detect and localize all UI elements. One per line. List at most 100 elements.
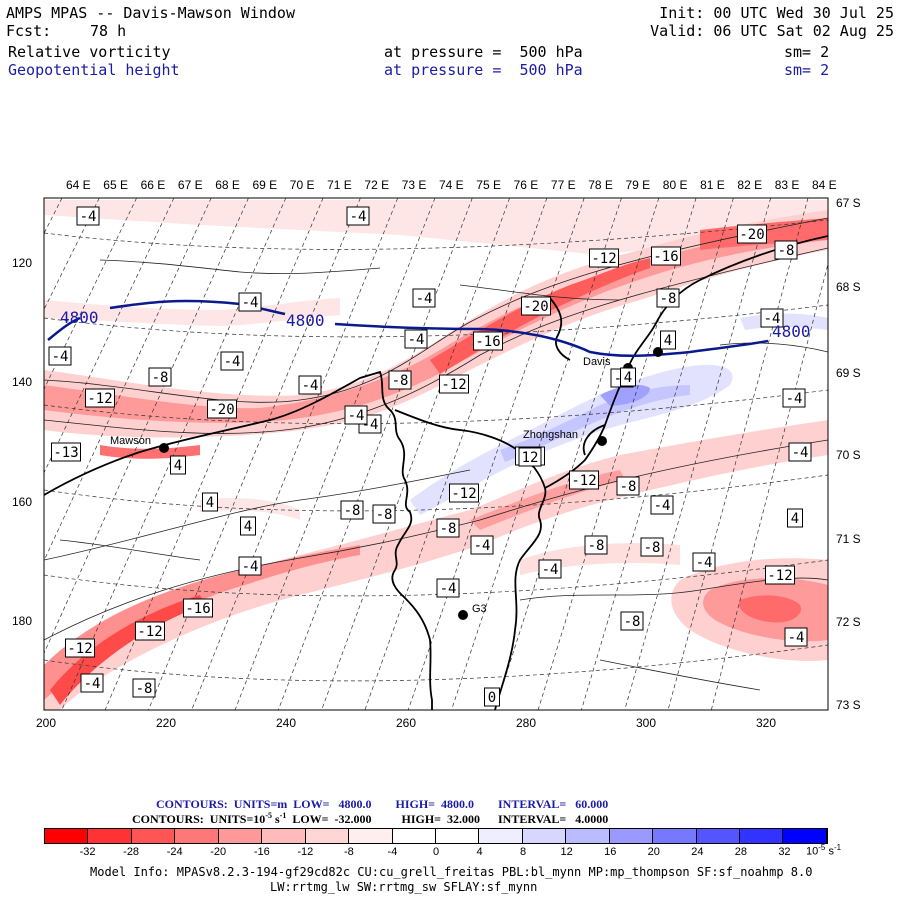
- vorticity-label-box: [449, 483, 479, 503]
- vorticity-label: -4: [242, 559, 259, 575]
- vorticity-label-box: [616, 476, 640, 496]
- colorbar-tick-label: -12: [297, 846, 314, 858]
- map-frame: [43, 197, 829, 711]
- coastline: [44, 235, 828, 710]
- colorbar-swatch: [609, 829, 654, 843]
- longitude-label: 71 E: [327, 178, 352, 192]
- map-title: AMPS MPAS -- Davis-Mawson Window: [6, 4, 295, 22]
- height-contour-info: CONTOURS: UNITS=m LOW= 4800.0 HIGH= 4800…: [156, 797, 608, 812]
- vorticity-label-box: [240, 516, 256, 536]
- colorbar-swatch: [131, 829, 176, 843]
- longitude-label: 65 E: [103, 178, 128, 192]
- meridian-line: [537, 198, 697, 710]
- colorbar-tick-label: 12: [560, 846, 573, 858]
- vort-contour-high: HIGH= 32.000: [401, 812, 481, 826]
- y-tick-label: 120: [12, 256, 33, 270]
- vorticity-label: 4: [664, 333, 672, 349]
- x-tick-label: 300: [636, 716, 657, 730]
- colorbar-units: 10-5 s-1: [806, 843, 841, 858]
- station-label-zhongshan: Zhongshan: [523, 429, 578, 441]
- vorticity-label-box: [760, 308, 784, 328]
- colorbar-unit-exp1: -5: [818, 843, 826, 852]
- meridian-line: [624, 198, 772, 710]
- vorticity-label-box: [620, 611, 644, 631]
- vort-contour-interval: INTERVAL= 4.0000: [498, 812, 609, 826]
- lat-lon-grid: [44, 219, 828, 682]
- colorbar-swatch: [740, 829, 784, 843]
- vorticity-label-box: [412, 288, 436, 308]
- vorticity-label-box: [569, 470, 599, 490]
- field2-smoothing: sm= 2: [784, 61, 830, 79]
- vorticity-label-box: [651, 246, 681, 266]
- vorticity-label-box: [584, 535, 608, 555]
- colorbar-swatch: [392, 829, 436, 843]
- vorticity-label: -20: [209, 402, 234, 418]
- vorticity-label-box: [48, 346, 72, 366]
- vorticity-label: -8: [588, 538, 605, 554]
- longitude-label: 75 E: [476, 178, 501, 192]
- vorticity-label: -4: [542, 562, 559, 578]
- meridian-line: [234, 198, 436, 710]
- vorticity-label-box: [620, 367, 636, 387]
- longitude-label: 74 E: [439, 178, 464, 192]
- vorticity-label-box: [518, 447, 542, 467]
- vorticity-label: -8: [644, 540, 661, 556]
- colorbar-tick-label: 4: [476, 846, 483, 858]
- vorticity-label-box: [660, 330, 676, 350]
- y-tick-label: 140: [12, 375, 33, 389]
- meridian-line: [407, 198, 585, 710]
- vorticity-label: -4: [242, 295, 259, 311]
- longitude-label: 73 E: [401, 178, 427, 192]
- vort-contour-units: CONTOURS: UNITS=10: [132, 812, 266, 826]
- vorticity-label: 4: [791, 511, 799, 527]
- vorticity-label: -16: [185, 601, 210, 617]
- vorticity-label-box: [404, 329, 428, 349]
- longitude-label: 69 E: [252, 178, 278, 192]
- longitude-label: 80 E: [662, 178, 688, 192]
- longitude-label: 66 E: [140, 178, 166, 192]
- vorticity-label: -4: [302, 378, 319, 394]
- vorticity-label-box: [765, 565, 795, 585]
- vorticity-label: -12: [87, 391, 112, 407]
- colorbar-swatch: [305, 829, 350, 843]
- colorbar-swatch: [88, 829, 132, 843]
- colorbar-swatch: [696, 829, 740, 843]
- vorticity-contour-info: CONTOURS: UNITS=10-5 s-1 LOW= -32.000 HI…: [132, 811, 608, 827]
- height-label-4800-east: 4800: [772, 322, 811, 341]
- vorticity-label-box: [340, 500, 364, 520]
- colorbar-swatch: [653, 829, 697, 843]
- latitude-label: 70 S: [836, 448, 861, 462]
- vorticity-label-box: [170, 455, 186, 475]
- vorticity-label-box: [538, 559, 562, 579]
- vorticity-label-box: [372, 504, 396, 524]
- vort-contour-low: LOW= -32.000: [292, 812, 372, 826]
- latitude-label: 71 S: [836, 532, 861, 546]
- vorticity-label: -4: [350, 209, 367, 225]
- colorbar-tick-label: -4: [387, 846, 398, 858]
- latitude-label: 67 S: [836, 196, 861, 210]
- colorbar-swatch: [262, 829, 306, 843]
- height-contour-high: HIGH= 4800.0: [395, 797, 474, 811]
- meridian-line: [191, 198, 399, 710]
- colorbar-unit-exp2: -1: [833, 843, 842, 852]
- meridian-line: [321, 198, 510, 710]
- vorticity-label: -8: [624, 614, 641, 630]
- colorbar-tick-label: 16: [604, 846, 617, 858]
- meridian-line: [148, 198, 361, 710]
- vorticity-label-box: [238, 292, 262, 312]
- model-info-line1: Model Info: MPASv8.2.3-194-gf29cd82c CU:…: [90, 865, 813, 879]
- colorbar: [44, 828, 828, 844]
- vorticity-label: -4: [792, 445, 809, 461]
- colorbar-tick-label: -8: [343, 846, 354, 858]
- station-zhongshan-dot: [597, 436, 607, 446]
- meridian-line: [581, 198, 734, 710]
- colorbar-unit-s: s: [828, 845, 834, 858]
- longitude-label: 77 E: [550, 178, 576, 192]
- colorbar-swatch: [435, 829, 480, 843]
- vorticity-label: -4: [348, 408, 365, 424]
- vorticity-label-box: [656, 288, 680, 308]
- meridian-line: [277, 198, 473, 710]
- vorticity-label-box: [220, 351, 244, 371]
- x-tick-label: 240: [276, 716, 297, 730]
- vorticity-labels: -4 -4 -20 -8 -12 -16 -20 -4 -8 -4 -4 -4 -16 -4 -8 -12 -4…: [48, 206, 812, 707]
